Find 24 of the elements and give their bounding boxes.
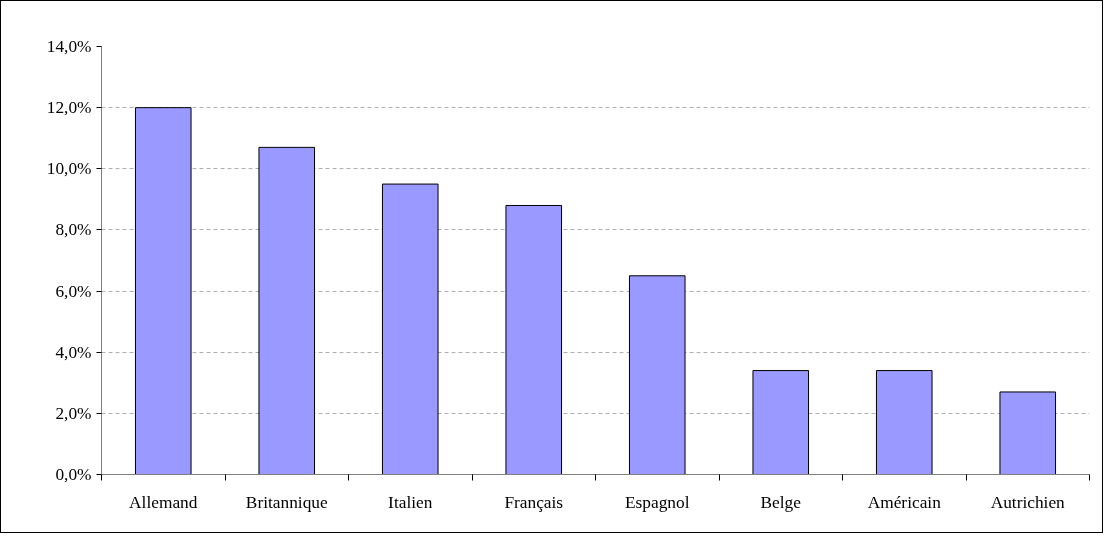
y-tick-label: 2,0% [55,403,92,423]
x-tick-label: Italien [388,492,433,512]
y-tick-label: 14,0% [46,37,92,56]
bar [875,370,933,475]
y-tick-label: 4,0% [55,342,92,362]
y-tick-label: 0,0% [55,465,92,484]
x-tick-label: Belge [760,492,802,512]
bar [381,183,439,475]
bar [999,391,1057,475]
y-tick-label: 10,0% [46,159,92,179]
bar [258,146,316,475]
x-tick-label: Américain [867,492,942,512]
bar [505,204,563,475]
x-tick-label: Espagnol [625,492,690,512]
y-tick-label: 6,0% [55,281,92,301]
y-tick-label: 12,0% [46,98,92,118]
bar [134,107,192,475]
y-tick-label: 8,0% [55,220,92,240]
bar [628,275,686,475]
bar [752,370,810,475]
x-tick-label: Allemand [129,492,198,512]
x-tick-label: Autrichien [990,492,1066,512]
x-tick-label: Britannique [245,492,328,512]
x-tick-label: Français [504,492,564,512]
